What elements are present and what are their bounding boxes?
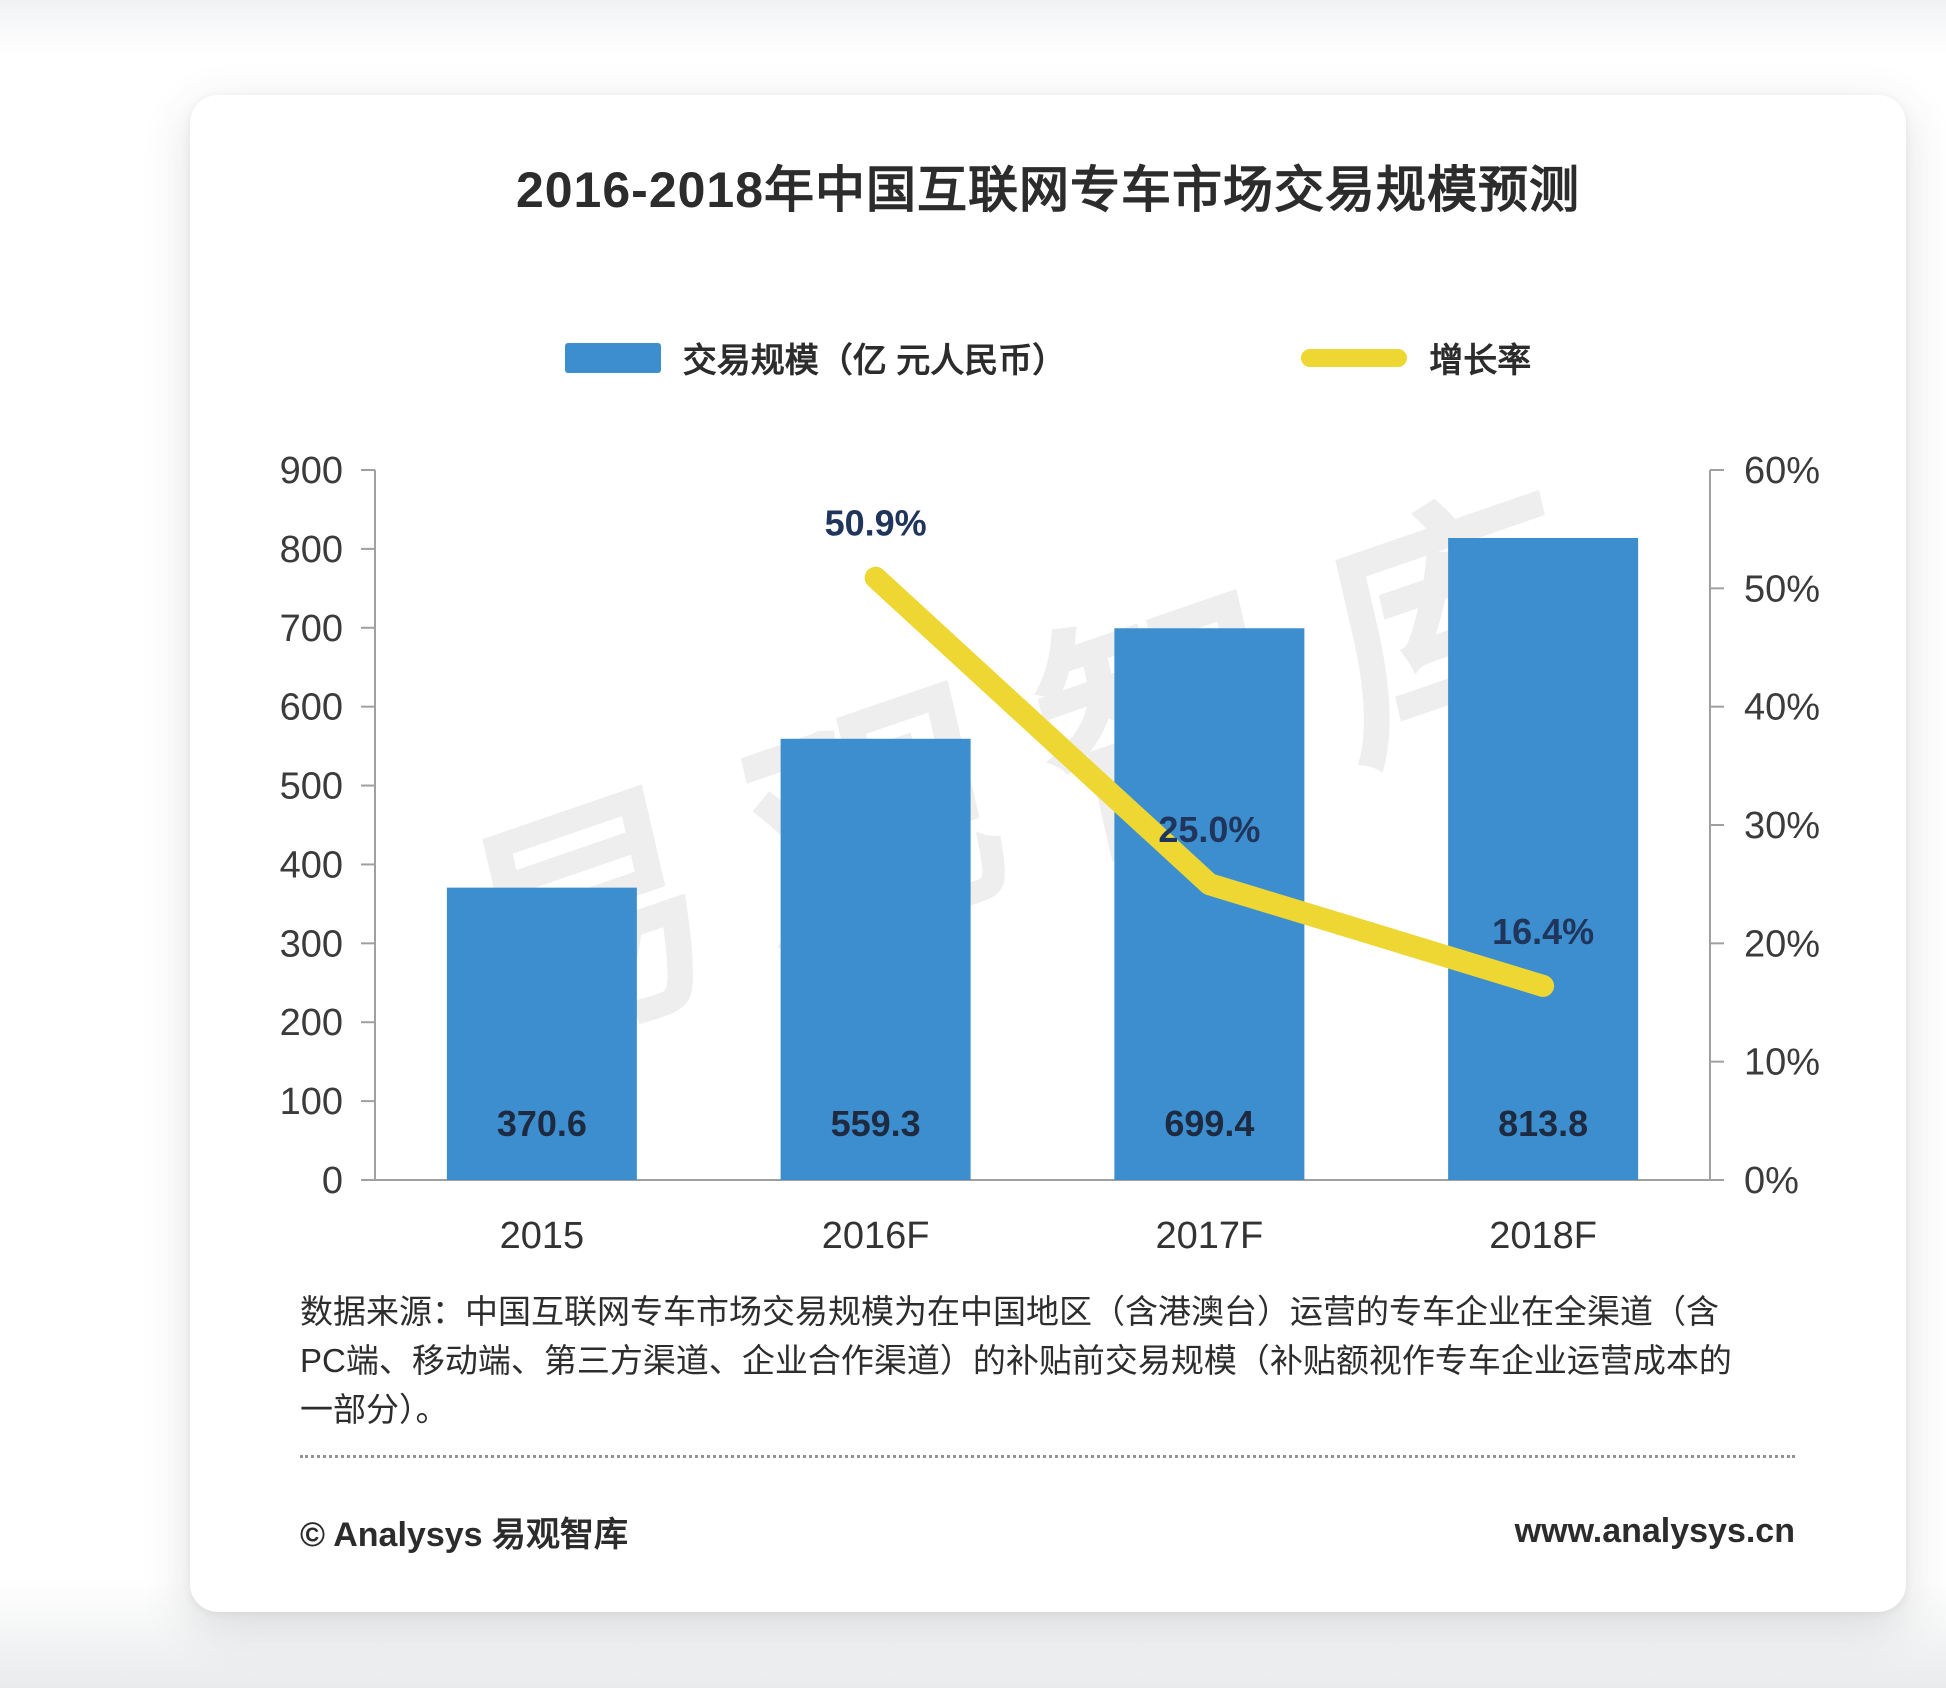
- copyright-text: © Analysys 易观智库: [300, 1516, 628, 1554]
- left-axis-tick-label: 300: [280, 923, 343, 965]
- right-axis-tick-label: 30%: [1744, 805, 1820, 847]
- left-axis-tick-label: 100: [280, 1081, 343, 1123]
- right-axis-tick-label: 40%: [1744, 687, 1820, 729]
- footnote-line-1: 数据来源：中国互联网专车市场交易规模为在中国地区（含港澳台）运营的专车企业在全渠…: [300, 1293, 1719, 1330]
- bar-series-swatch-icon: [564, 342, 661, 373]
- legend-item-transaction-scale: 交易规模（亿 元人民币）: [564, 333, 1067, 382]
- line-value-label-2017F: 25.0%: [1158, 809, 1260, 850]
- line-series-swatch-icon: [1301, 348, 1408, 367]
- chart-card: 2016-2018年中国互联网专车市场交易规模预测 交易规模（亿 元人民币） 增…: [190, 95, 1906, 1612]
- left-axis-tick-label: 400: [280, 844, 343, 886]
- left-axis-tick-label: 800: [280, 529, 343, 571]
- chart-title: 2016-2018年中国互联网专车市场交易规模预测: [515, 162, 1581, 218]
- footnote: 数据来源：中国互联网专车市场交易规模为在中国地区（含港澳台）运营的专车企业在全渠…: [300, 1287, 1800, 1434]
- growth-rate-line: [864, 566, 1555, 997]
- line-value-label-2016F: 50.9%: [825, 503, 927, 544]
- legend-bar-label: 交易规模（亿 元人民币）: [682, 342, 1067, 380]
- category-label-2015: 2015: [500, 1215, 585, 1257]
- bar-value-label-2016F: 559.3: [831, 1103, 921, 1144]
- left-axis-tick-label: 900: [280, 450, 343, 492]
- website-url: www.analysys.cn: [1514, 1512, 1795, 1550]
- category-label-2016F: 2016F: [822, 1215, 930, 1257]
- bar-2016F: [780, 738, 971, 1180]
- chart-canvas: 0 100 200 300 400 500 600 700 800 900 0% 10% 20% 30% 4…: [280, 450, 1820, 1257]
- left-axis-tick-label: 200: [280, 1002, 343, 1044]
- dotted-divider: [300, 1455, 1795, 1458]
- right-axis-tick-label: 10%: [1744, 1042, 1820, 1084]
- footnote-line-3: 一部分）。: [300, 1391, 449, 1428]
- category-label-2017F: 2017F: [1156, 1215, 1264, 1257]
- line-value-label-2018F: 16.4%: [1492, 911, 1594, 952]
- footnote-line-2: PC端、移动端、第三方渠道、企业合作渠道）的补贴前交易规模（补贴额视作专车企业运…: [300, 1342, 1732, 1379]
- left-axis-tick-label: 500: [280, 766, 343, 808]
- right-axis-tick-label: 20%: [1744, 923, 1820, 965]
- footer: © Analysys 易观智库 www.analysys.cn: [300, 1507, 1795, 1556]
- category-label-2018F: 2018F: [1489, 1215, 1597, 1257]
- legend: 交易规模（亿 元人民币） 增长率: [190, 333, 1906, 382]
- left-axis-tick-label: 600: [280, 687, 343, 729]
- legend-item-growth-rate: 增长率: [1301, 333, 1531, 382]
- bar-value-label-2017F: 699.4: [1164, 1103, 1254, 1144]
- right-axis-tick-label: 0%: [1744, 1160, 1799, 1202]
- bar-value-label-2015: 370.6: [497, 1103, 587, 1144]
- left-axis-tick-label: 700: [280, 608, 343, 650]
- left-axis-tick-label: 0: [322, 1160, 343, 1202]
- bar-2015: [446, 887, 637, 1180]
- right-axis-tick-label: 60%: [1744, 450, 1820, 492]
- bar-2018F: [1448, 538, 1639, 1180]
- right-axis-tick-label: 50%: [1744, 568, 1820, 610]
- bar-value-label-2018F: 813.8: [1498, 1103, 1588, 1144]
- legend-line-label: 增长率: [1429, 342, 1532, 380]
